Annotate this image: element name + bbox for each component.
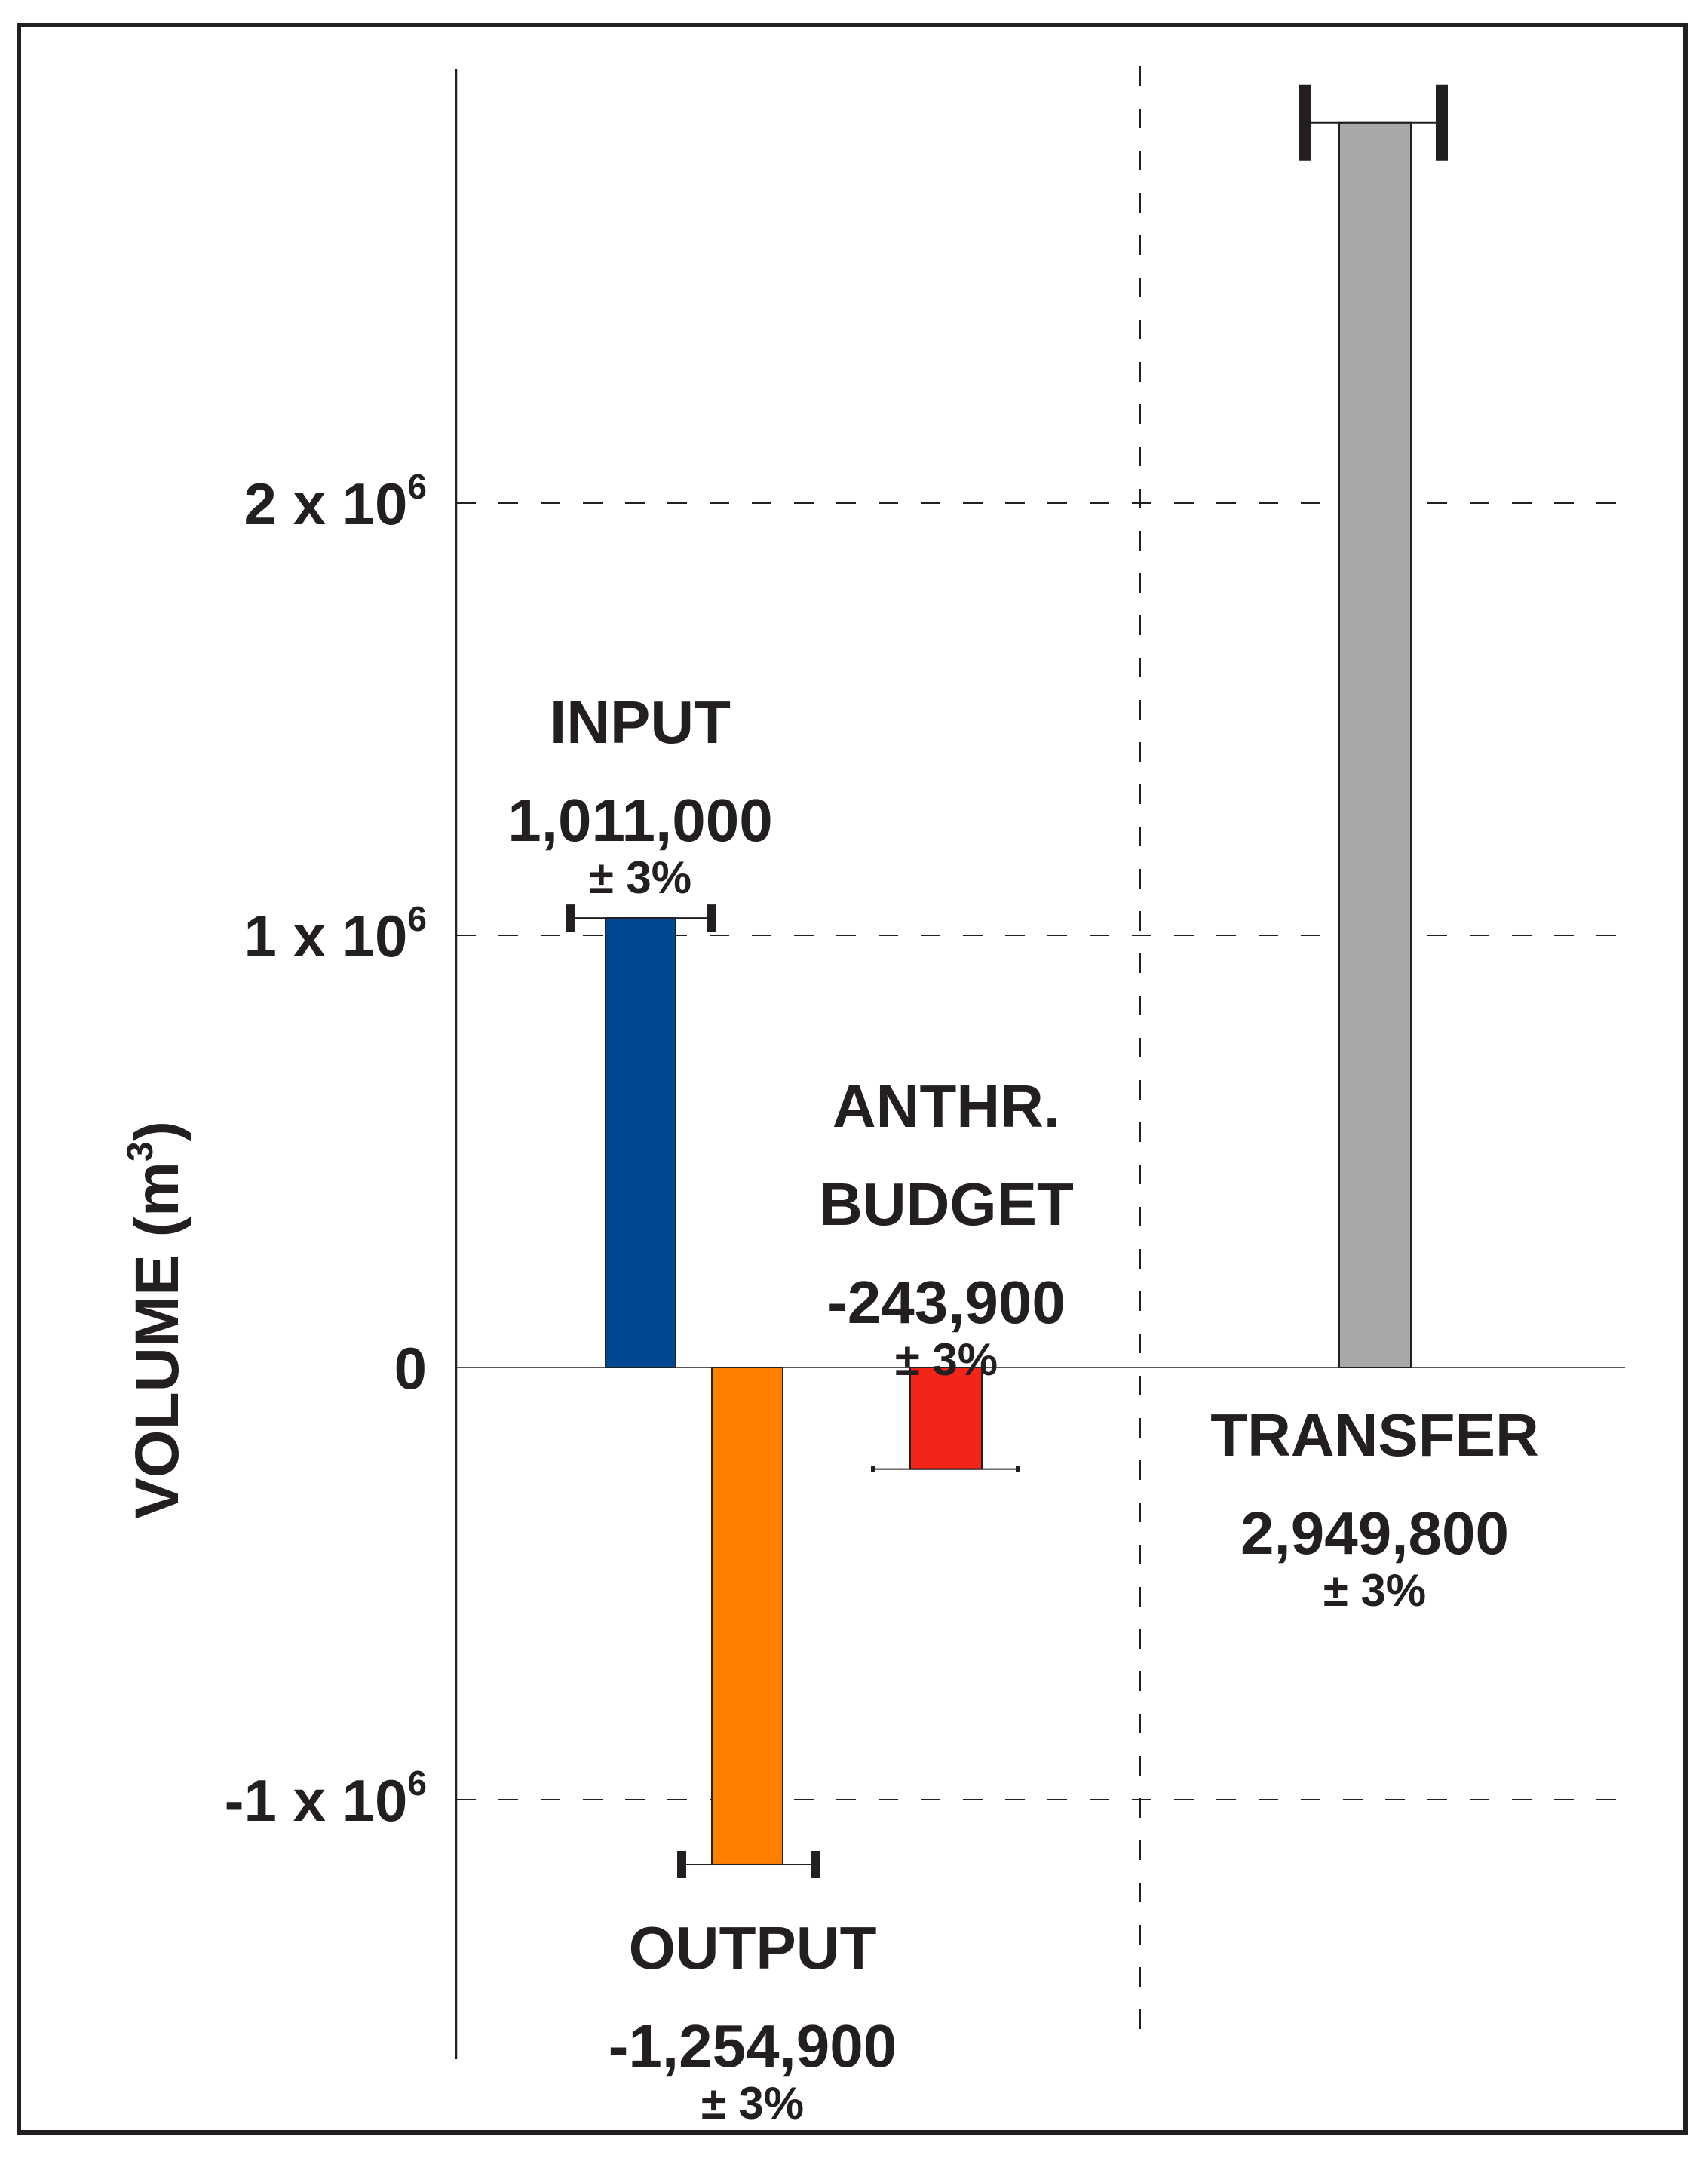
annotation-input: INPUT <box>550 689 731 756</box>
y-tick-label: 2 x 106 <box>244 467 427 537</box>
annotation-output: ± 3% <box>701 2078 804 2129</box>
annotation-transfer: 2,949,800 <box>1240 1500 1509 1567</box>
bar-transfer <box>1338 121 1412 1368</box>
annotation-anthr-budget: -243,900 <box>827 1269 1066 1336</box>
y-tick-labels: 2 x 106 1 x 106 0 -1 x 106 <box>225 467 427 1834</box>
y-tick-label: -1 x 106 <box>225 1763 427 1834</box>
annotation-transfer: TRANSFER <box>1210 1401 1539 1469</box>
annotation-transfer: ± 3% <box>1323 1565 1426 1616</box>
annotation-output: OUTPUT <box>629 1914 877 1981</box>
annotation-anthr-budget: ± 3% <box>895 1334 998 1385</box>
annotation-input: 1,011,000 <box>507 787 772 854</box>
chart-frame <box>17 23 1688 2135</box>
grid-lines <box>456 66 1625 2043</box>
annotation-anthr-budget: BUDGET <box>819 1171 1074 1238</box>
y-tick-label: 0 <box>394 1335 427 1401</box>
bar-anthr-budget <box>909 1367 983 1470</box>
bar-input <box>605 917 676 1368</box>
error-bars <box>566 84 1448 1878</box>
y-axis-label: VOLUME (m3) <box>121 1121 192 1519</box>
bars <box>605 121 1412 1865</box>
y-tick-label: 1 x 106 <box>244 899 427 969</box>
annotation-anthr-budget: ANTHR. <box>833 1073 1060 1140</box>
y-axis-label-group: VOLUME (m3) <box>121 1121 192 1519</box>
annotation-output: -1,254,900 <box>609 2012 897 2080</box>
bar-output <box>711 1367 783 1865</box>
annotation-input: ± 3% <box>589 852 691 903</box>
